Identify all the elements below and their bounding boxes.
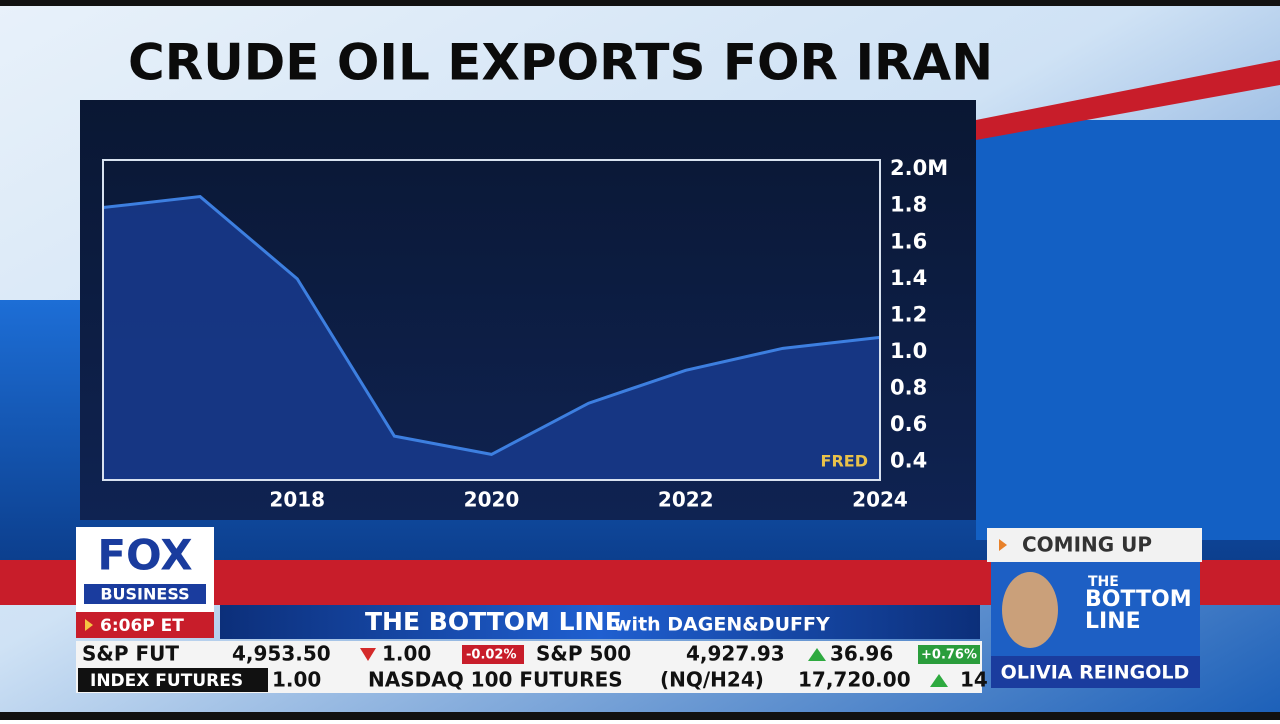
ticker-item: S&P FUT xyxy=(82,642,179,666)
studio-screen xyxy=(976,120,1280,540)
ticker-item: 4,927.93 xyxy=(686,642,785,666)
y-tick-label: 1.0 xyxy=(890,339,927,363)
promo-line: THE xyxy=(1088,574,1119,590)
line xyxy=(102,195,881,456)
index-futures-box xyxy=(78,668,268,692)
ticker-item: S&P 500 xyxy=(536,642,631,666)
y-tick-label: 0.6 xyxy=(890,412,927,436)
time: 6:06P ET xyxy=(100,616,184,636)
logo-fox: FOX xyxy=(97,531,192,580)
logo-business: BUSINESS xyxy=(100,585,189,604)
show-hosts: with DAGEN&DUFFY xyxy=(614,614,830,636)
time-arrow xyxy=(85,619,93,631)
show-banner xyxy=(220,605,980,639)
ticker-item: 14 xyxy=(960,668,988,692)
ticker-item: 1.00 xyxy=(272,668,321,692)
x-tick-label: 2020 xyxy=(464,488,520,512)
chart-title: CRUDE OIL EXPORTS FOR IRAN xyxy=(128,34,993,92)
up-arrow xyxy=(808,648,826,661)
show-title: THE BOTTOM LINE xyxy=(365,607,622,636)
y-tick-label: 0.8 xyxy=(890,376,927,400)
y-tick-label: 1.4 xyxy=(890,266,927,290)
coming-up-box xyxy=(987,528,1202,562)
red-stripe xyxy=(976,60,1280,140)
coming-up-arrow xyxy=(999,539,1007,551)
area xyxy=(103,196,880,481)
promo-line: LINE xyxy=(1085,609,1141,634)
down-arrow xyxy=(360,648,376,661)
ticker-item: INDEX FUTURES xyxy=(90,671,243,691)
up-arrow xyxy=(930,674,948,687)
ticker-item: 1.00 xyxy=(382,642,431,666)
guest-photo xyxy=(1002,572,1058,648)
ticker-item: 17,720.00 xyxy=(798,668,911,692)
ticker-item: +0.76% xyxy=(921,648,977,663)
y-tick-label: 1.8 xyxy=(890,193,927,217)
neg-badge xyxy=(462,645,524,664)
coming-up: COMING UP xyxy=(1022,533,1152,557)
ticker-item: 36.96 xyxy=(830,642,893,666)
ticker-item: 4,953.50 xyxy=(232,642,331,666)
ticker-item: NASDAQ 100 FUTURES xyxy=(368,668,623,692)
ticker-item: (NQ/H24) xyxy=(660,668,764,692)
plot-frame xyxy=(102,159,881,481)
x-tick-label: 2018 xyxy=(269,488,325,512)
guest-name: OLIVIA REINGOLD xyxy=(1001,662,1190,684)
frame-bottom xyxy=(0,712,1280,720)
source-label: FRED xyxy=(821,452,868,471)
ticker-row-1 xyxy=(76,641,982,667)
promo-line: BOTTOM xyxy=(1085,587,1192,612)
guest-bar xyxy=(991,656,1200,688)
logo-bar xyxy=(84,584,206,604)
y-tick-label: 2.0M xyxy=(890,156,948,180)
x-tick-label: 2024 xyxy=(852,488,908,512)
time-bar xyxy=(76,612,214,638)
x-tick-label: 2022 xyxy=(658,488,714,512)
pos-badge xyxy=(918,645,980,664)
ticker-item: -0.02% xyxy=(466,648,517,663)
y-tick-label: 0.4 xyxy=(890,449,927,473)
y-tick-label: 1.2 xyxy=(890,302,927,326)
y-tick-label: 1.6 xyxy=(890,229,927,253)
frame-top xyxy=(0,0,1280,6)
